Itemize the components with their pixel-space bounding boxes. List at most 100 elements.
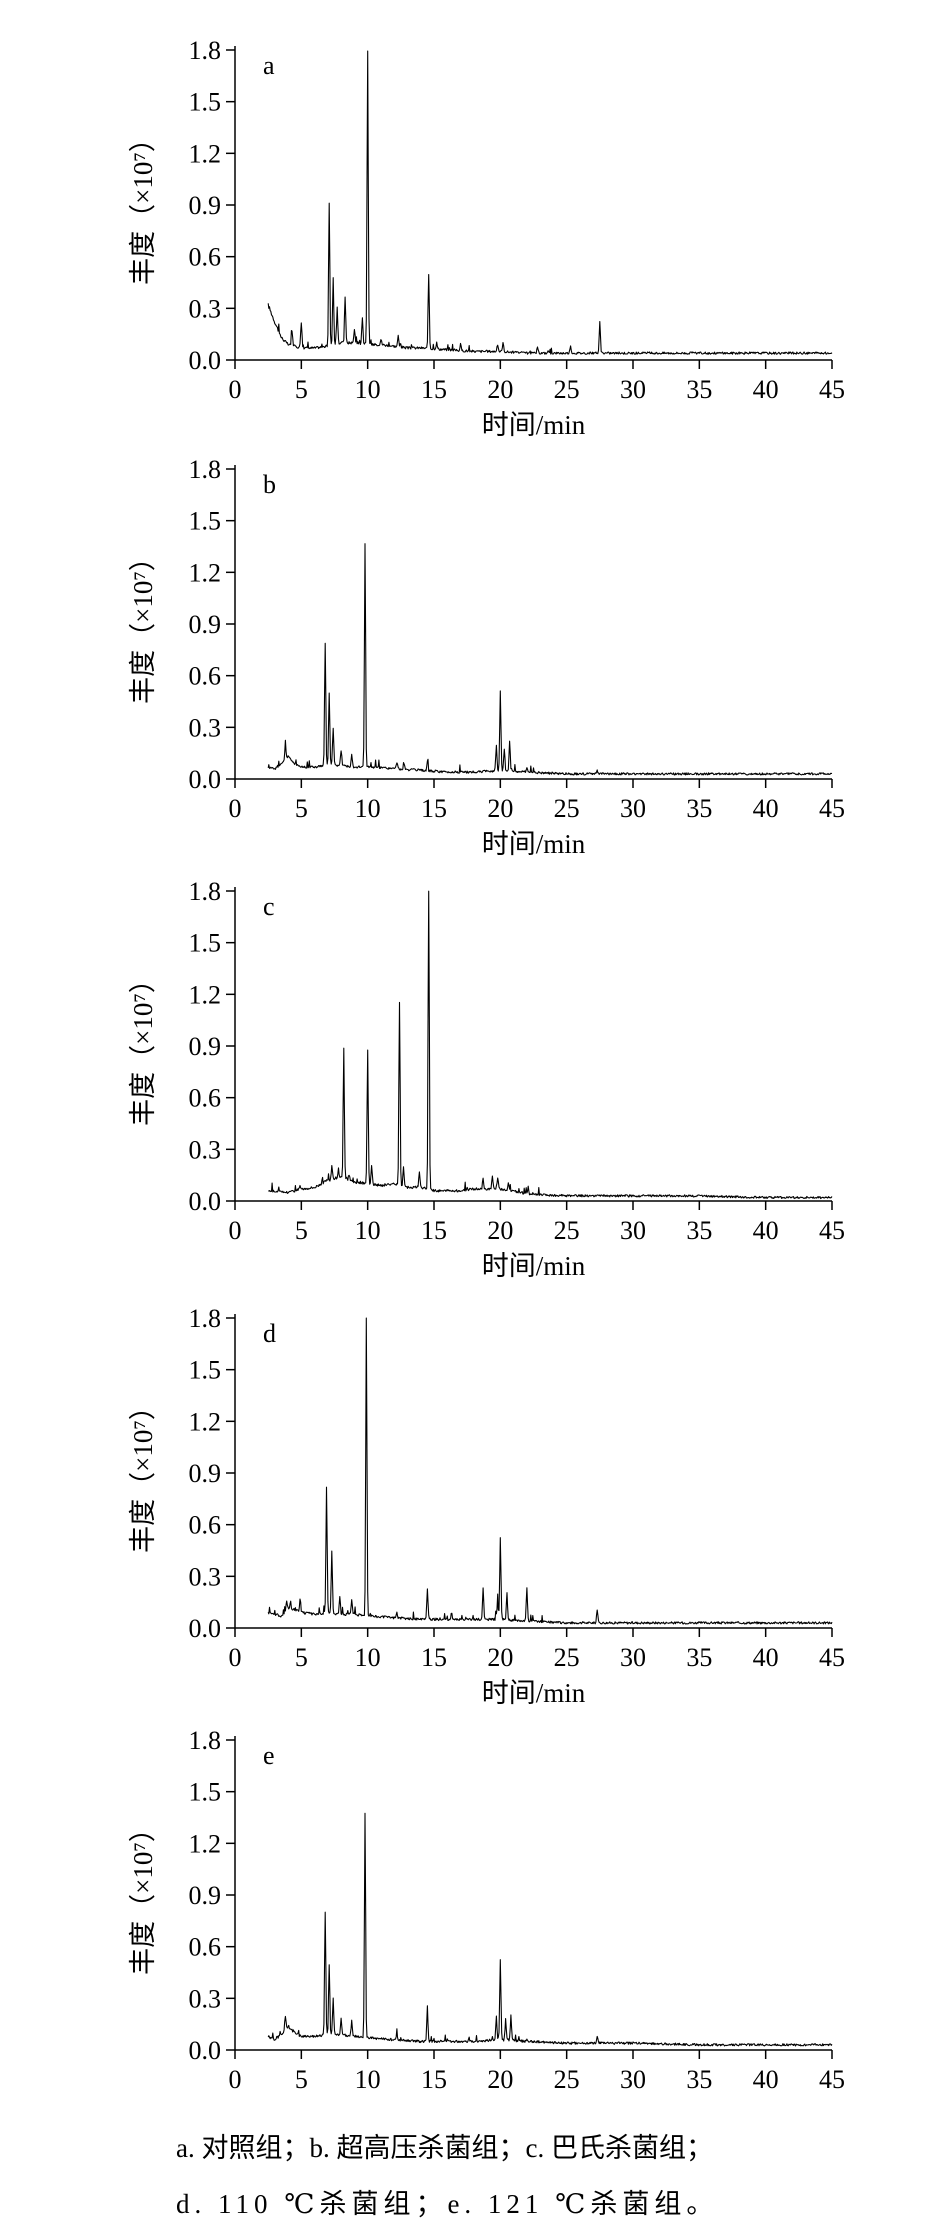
chart-c-signal-trace xyxy=(268,890,833,1200)
chart-d-y-axis-title: 丰度（×10⁷） xyxy=(128,1393,158,1553)
chart-b-x-tick-label: 45 xyxy=(819,794,845,823)
chart-d-y-tick-label: 0.6 xyxy=(189,1511,222,1540)
chart-c-y-tick-label: 0.6 xyxy=(189,1084,222,1113)
chart-c-x-axis-title: 时间/min xyxy=(482,1251,586,1281)
chart-b-y-tick-label: 1.8 xyxy=(189,455,222,484)
chart-a-x-tick-label: 35 xyxy=(686,375,712,404)
chart-c-x-tick-label: 45 xyxy=(819,1216,845,1245)
chart-d-x-tick-label: 25 xyxy=(554,1643,580,1672)
chart-d-x-tick-label: 0 xyxy=(229,1643,242,1672)
chart-a-y-tick-label: 1.8 xyxy=(189,36,222,65)
chart-d-x-tick-label: 40 xyxy=(753,1643,779,1672)
chart-c-x-tick-label: 35 xyxy=(686,1216,712,1245)
chart-e-x-tick-label: 45 xyxy=(819,2065,845,2094)
chart-c-y-tick-label: 1.5 xyxy=(189,929,222,958)
chart-d-x-tick-label: 20 xyxy=(487,1643,513,1672)
chart-a-y-axis-title: 丰度（×10⁷） xyxy=(128,125,158,285)
chart-b-signal-trace xyxy=(267,543,833,776)
chart-a-y-tick-label: 1.5 xyxy=(189,88,222,117)
chromatogram-figure: 0.0 0.3 0.6 0.9 1.2 1.5 1.8 0 5 10 15 20 25 30 35 40 45 时… xyxy=(128,36,845,2094)
chart-b-y-tick-label: 0.0 xyxy=(189,765,222,794)
chart-b-x-tick-label: 40 xyxy=(753,794,779,823)
chart-d-x-tick-label: 35 xyxy=(686,1643,712,1672)
chart-a-signal-trace xyxy=(267,50,833,355)
chart-c-x-tick-label: 30 xyxy=(620,1216,646,1245)
chart-a-panel-label: a xyxy=(263,51,275,80)
chart-e-x-tick-label: 5 xyxy=(295,2065,308,2094)
chart-d-y-tick-label: 0.0 xyxy=(189,1614,222,1643)
chart-d-y-tick-label: 1.2 xyxy=(189,1407,222,1436)
chart-a-y-tick-label: 0.6 xyxy=(189,243,222,272)
caption-line-1: a. 对照组；b. 超高压杀菌组；c. 巴氏杀菌组； xyxy=(176,2133,713,2163)
chart-c-y-tick-label: 0.3 xyxy=(189,1135,222,1164)
chart-b-y-tick-label: 0.9 xyxy=(189,610,222,639)
chart-e-signal-trace xyxy=(267,1812,833,2047)
chart-a-x-tick-label: 0 xyxy=(229,375,242,404)
chart-c-x-tick-label: 5 xyxy=(295,1216,308,1245)
chart-d-y-tick-label: 1.5 xyxy=(189,1356,222,1385)
chart-b-x-tick-label: 5 xyxy=(295,794,308,823)
chart-c-x-tick-label: 20 xyxy=(487,1216,513,1245)
chart-b-x-tick-label: 20 xyxy=(487,794,513,823)
chart-b-y-axis-title: 丰度（×10⁷） xyxy=(128,544,158,704)
chart-a-y-tick-label: 1.2 xyxy=(189,139,222,168)
chart-b-x-tick-label: 10 xyxy=(355,794,381,823)
chart-d-x-axis-title: 时间/min xyxy=(482,1678,586,1708)
chart-c-x-tick-label: 25 xyxy=(554,1216,580,1245)
chart-e-x-tick-label: 15 xyxy=(421,2065,447,2094)
chart-c-panel-label: c xyxy=(263,892,275,921)
chart-d-y-tick-label: 1.8 xyxy=(189,1304,222,1333)
chart-b-y-tick-label: 0.6 xyxy=(189,662,222,691)
chart-d-signal-trace xyxy=(267,1317,833,1625)
chart-c-y-tick-label: 1.8 xyxy=(189,877,222,906)
chart-b-x-axis-title: 时间/min xyxy=(482,829,586,859)
chart-b-x-tick-label: 35 xyxy=(686,794,712,823)
figure-caption: a. 对照组；b. 超高压杀菌组；c. 巴氏杀菌组； d. 110 ℃杀菌组；e… xyxy=(176,2120,916,2232)
chart-e-x-tick-label: 40 xyxy=(753,2065,779,2094)
chart-a-x-tick-label: 15 xyxy=(421,375,447,404)
chart-d-x-tick-label: 15 xyxy=(421,1643,447,1672)
chart-e-y-tick-label: 0.3 xyxy=(189,1984,222,2013)
chart-e-x-tick-label: 10 xyxy=(355,2065,381,2094)
chart-b-y-tick-label: 1.5 xyxy=(189,507,222,536)
chart-e-y-tick-label: 0.9 xyxy=(189,1881,222,1910)
chart-d-x-tick-label: 10 xyxy=(355,1643,381,1672)
caption-line-2: d. 110 ℃杀菌组；e. 121 ℃杀菌组。 xyxy=(176,2189,719,2219)
chart-a-x-tick-label: 10 xyxy=(355,375,381,404)
chart-a-y-tick-label: 0.0 xyxy=(189,346,222,375)
chart-e-x-tick-label: 30 xyxy=(620,2065,646,2094)
chart-a-x-tick-label: 25 xyxy=(554,375,580,404)
chart-e-x-tick-label: 0 xyxy=(229,2065,242,2094)
chart-b-y-tick-label: 0.3 xyxy=(189,713,222,742)
chart-e-panel-label: e xyxy=(263,1741,275,1770)
chart-c-x-tick-label: 0 xyxy=(229,1216,242,1245)
chart-e-x-tick-label: 25 xyxy=(554,2065,580,2094)
chart-b-y-tick-label: 1.2 xyxy=(189,558,222,587)
chart-e-y-tick-label: 1.5 xyxy=(189,1778,222,1807)
chart-b-panel-label: b xyxy=(263,470,276,499)
chart-c-y-tick-label: 0.0 xyxy=(189,1187,222,1216)
chart-e-y-tick-label: 0.0 xyxy=(189,2036,222,2065)
chart-e-y-tick-label: 0.6 xyxy=(189,1933,222,1962)
chart-e-x-tick-label: 20 xyxy=(487,2065,513,2094)
chart-d-x-tick-label: 5 xyxy=(295,1643,308,1672)
chart-a-y-tick-label: 0.3 xyxy=(189,294,222,323)
chart-c-y-tick-label: 0.9 xyxy=(189,1032,222,1061)
chart-a-x-tick-label: 45 xyxy=(819,375,845,404)
chart-c-x-tick-label: 15 xyxy=(421,1216,447,1245)
chart-a-x-tick-label: 5 xyxy=(295,375,308,404)
chart-a-x-tick-label: 20 xyxy=(487,375,513,404)
chart-a-y-tick-label: 0.9 xyxy=(189,191,222,220)
chart-d-x-tick-label: 45 xyxy=(819,1643,845,1672)
chart-c-x-tick-label: 40 xyxy=(753,1216,779,1245)
chart-b-x-tick-label: 0 xyxy=(229,794,242,823)
chart-e-y-tick-label: 1.8 xyxy=(189,1726,222,1755)
chart-e-y-tick-label: 1.2 xyxy=(189,1829,222,1858)
chart-c-y-tick-label: 1.2 xyxy=(189,980,222,1009)
chart-c-x-tick-label: 10 xyxy=(355,1216,381,1245)
chart-b-x-tick-label: 30 xyxy=(620,794,646,823)
chart-a-x-tick-label: 30 xyxy=(620,375,646,404)
chart-d-panel-label: d xyxy=(263,1319,276,1348)
chart-c-y-axis-title: 丰度（×10⁷） xyxy=(128,966,158,1126)
chart-d-y-tick-label: 0.9 xyxy=(189,1459,222,1488)
